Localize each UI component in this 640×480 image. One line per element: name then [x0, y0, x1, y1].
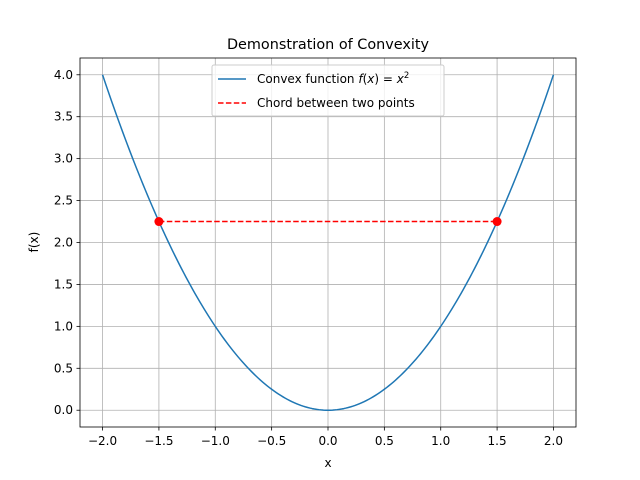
chord-endpoint: [492, 217, 502, 227]
points-layer: [154, 217, 502, 227]
y-tick-label: 4.0: [54, 68, 73, 82]
x-tick-label: 1.0: [431, 434, 450, 448]
grid-lines: [80, 58, 576, 427]
y-axis-label: f(x): [27, 232, 41, 253]
legend-box: [211, 64, 445, 117]
legend: Convex function f(x) = x2 Chord between …: [211, 64, 445, 117]
x-tick-label: 2.0: [544, 434, 563, 448]
y-tick-label: 0.0: [54, 403, 73, 417]
y-tick-label: 1.5: [54, 277, 73, 291]
y-tick-label: 3.0: [54, 152, 73, 166]
chord-endpoint: [154, 217, 164, 227]
x-tick-label: 0.5: [375, 434, 394, 448]
y-tick-label: 2.0: [54, 236, 73, 250]
convex-function-curve: [101, 74, 555, 411]
y-tick-label: 2.5: [54, 194, 73, 208]
x-tick-label: −2.0: [88, 434, 117, 448]
legend-label-chord: Chord between two points: [257, 96, 415, 110]
series-layer: [101, 74, 555, 411]
x-tick-label: −1.5: [144, 434, 173, 448]
y-tick-label: 3.5: [54, 110, 73, 124]
x-axis-ticks: −2.0 −1.5 −1.0 −0.5 0.0 0.5 1.0 1.5 2.0: [88, 427, 563, 448]
y-axis-ticks: 0.0 0.5 1.0 1.5 2.0 2.5 3.0 3.5 4.0: [54, 68, 80, 417]
y-tick-label: 1.0: [54, 319, 73, 333]
legend-label-convex-function: Convex function f(x) = x2: [257, 71, 409, 86]
x-tick-label: −1.0: [201, 434, 230, 448]
x-tick-label: 1.5: [488, 434, 507, 448]
chart-title: Demonstration of Convexity: [227, 37, 430, 53]
x-tick-label: −0.5: [257, 434, 286, 448]
x-tick-label: 0.0: [318, 434, 337, 448]
y-tick-label: 0.5: [54, 361, 73, 375]
x-axis-label: x: [324, 456, 331, 470]
